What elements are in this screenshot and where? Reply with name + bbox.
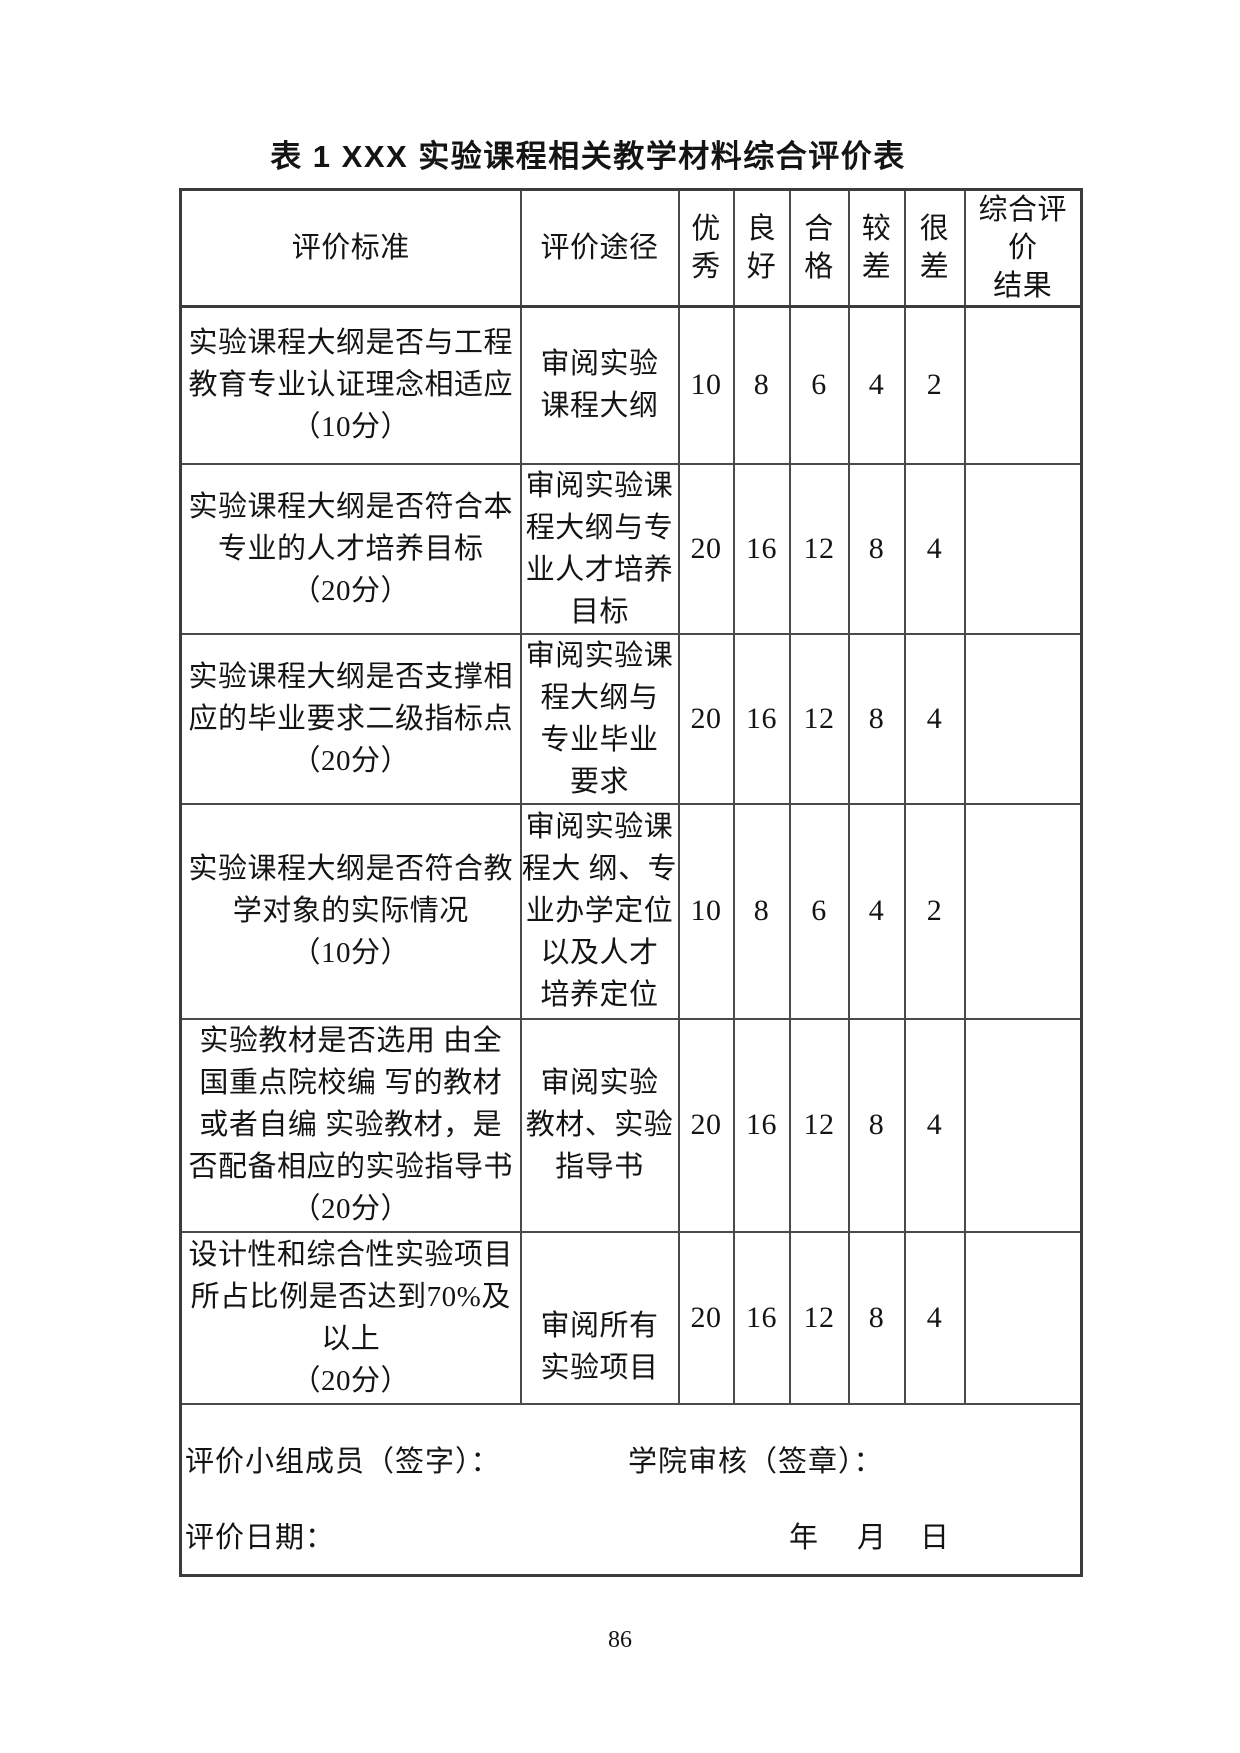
header-approach: 评价途径	[519, 188, 680, 308]
score-cell: 6	[788, 802, 850, 1020]
year-label: 年	[789, 1521, 820, 1554]
score-cell: 8	[847, 462, 906, 635]
review-label: 学院审核（签章）：	[628, 1445, 884, 1478]
score-cell: 8	[847, 1230, 906, 1405]
table-footer: 评价小组成员（签字）： 学院审核（签章）： 评价日期： 年 月 日	[179, 1402, 1083, 1577]
table-row: 实验课程大纲是否支撑相 应的毕业要求二级指标点 （20分） 审阅实验课 程大纲与…	[179, 632, 1083, 805]
score-cell: 8	[732, 305, 791, 465]
score-cell: 10	[677, 305, 735, 465]
result-cell	[963, 1017, 1083, 1233]
result-cell	[963, 305, 1083, 465]
score-cell: 20	[677, 462, 735, 635]
approach-cell: 审阅实验课 程大 纲、专 业办学定位 以及人才 培养定位	[519, 802, 680, 1020]
score-cell: 12	[788, 632, 850, 805]
score-cell: 8	[732, 802, 791, 1020]
approach-cell: 审阅实验 课程大纲	[519, 305, 680, 465]
score-cell: 4	[847, 802, 906, 1020]
page-title: 表 1 XXX 实验课程相关教学材料综合评价表	[270, 139, 906, 174]
criteria-cell: 实验课程大纲是否支撑相 应的毕业要求二级指标点 （20分）	[179, 632, 522, 805]
score-cell: 4	[903, 1230, 966, 1405]
score-cell: 4	[903, 1017, 966, 1233]
score-cell: 4	[903, 462, 966, 635]
score-cell: 8	[847, 632, 906, 805]
score-cell: 20	[677, 1017, 735, 1233]
score-cell: 2	[903, 305, 966, 465]
criteria-cell: 实验课程大纲是否符合本 专业的人才培养目标 （20分）	[179, 462, 522, 635]
score-cell: 8	[847, 1017, 906, 1233]
score-cell: 16	[732, 1017, 791, 1233]
page-number: 86	[608, 1627, 632, 1653]
criteria-cell: 设计性和综合性实验项目 所占比例是否达到70%及 以上 （20分）	[179, 1230, 522, 1405]
footer-row: 评价小组成员（签字）： 学院审核（签章）： 评价日期： 年 月 日	[179, 1402, 1083, 1577]
day-label: 日	[920, 1521, 951, 1554]
score-cell: 16	[732, 632, 791, 805]
score-cell: 12	[788, 1230, 850, 1405]
score-cell: 12	[788, 1017, 850, 1233]
result-cell	[963, 802, 1083, 1020]
header-grade-good: 良 好	[732, 188, 791, 308]
sign-label: 评价小组成员（签字）：	[185, 1445, 501, 1478]
score-cell: 16	[732, 1230, 791, 1405]
header-grade-pass: 合 格	[788, 188, 850, 308]
result-cell	[963, 462, 1083, 635]
table-row: 实验课程大纲是否符合教 学对象的实际情况 （10分） 审阅实验课 程大 纲、专 …	[179, 802, 1083, 1020]
signature-cell: 评价小组成员（签字）： 学院审核（签章）： 评价日期： 年 月 日	[179, 1402, 1083, 1577]
criteria-cell: 实验教材是否选用 由全 国重点院校编 写的教材 或者自编 实验教材，是 否配备相…	[179, 1017, 522, 1233]
header-result: 综合评价 结果	[963, 188, 1083, 308]
table-row: 实验教材是否选用 由全 国重点院校编 写的教材 或者自编 实验教材，是 否配备相…	[179, 1017, 1083, 1233]
approach-cell: 审阅实验课 程大纲与 专业毕业 要求	[519, 632, 680, 805]
score-cell: 16	[732, 462, 791, 635]
approach-cell: 审阅所有 实验项目	[519, 1230, 680, 1405]
criteria-cell: 实验课程大纲是否符合教 学对象的实际情况 （10分）	[179, 802, 522, 1020]
score-cell: 10	[677, 802, 735, 1020]
score-cell: 4	[903, 632, 966, 805]
header-criteria: 评价标准	[179, 188, 522, 308]
score-cell: 4	[847, 305, 906, 465]
table-body: 实验课程大纲是否与工程 教育专业认证理念相适应 （10分） 审阅实验 课程大纲 …	[179, 305, 1083, 1405]
header-row: 评价标准 评价途径 优 秀 良 好 合 格 较 差 很 差 综合评价 结果	[179, 188, 1083, 308]
score-cell: 20	[677, 632, 735, 805]
score-cell: 6	[788, 305, 850, 465]
header-grade-excellent: 优 秀	[677, 188, 735, 308]
table-row: 实验课程大纲是否符合本 专业的人才培养目标 （20分） 审阅实验课 程大纲与专 …	[179, 462, 1083, 635]
header-grade-poor: 较 差	[847, 188, 906, 308]
month-label: 月	[857, 1521, 888, 1554]
evaluation-table: 评价标准 评价途径 优 秀 良 好 合 格 较 差 很 差 综合评价 结果 实验…	[179, 188, 1083, 1577]
result-cell	[963, 1230, 1083, 1405]
table-row: 实验课程大纲是否与工程 教育专业认证理念相适应 （10分） 审阅实验 课程大纲 …	[179, 305, 1083, 465]
approach-cell: 审阅实验课 程大纲与专 业人才培养 目标	[519, 462, 680, 635]
table-header: 评价标准 评价途径 优 秀 良 好 合 格 较 差 很 差 综合评价 结果	[179, 188, 1083, 308]
result-cell	[963, 632, 1083, 805]
table-row: 设计性和综合性实验项目 所占比例是否达到70%及 以上 （20分） 审阅所有 实…	[179, 1230, 1083, 1405]
approach-cell: 审阅实验 教材、实验 指导书	[519, 1017, 680, 1233]
header-grade-verypoor: 很 差	[903, 188, 966, 308]
score-cell: 12	[788, 462, 850, 635]
score-cell: 2	[903, 802, 966, 1020]
criteria-cell: 实验课程大纲是否与工程 教育专业认证理念相适应 （10分）	[179, 305, 522, 465]
date-label: 评价日期：	[185, 1521, 336, 1554]
score-cell: 20	[677, 1230, 735, 1405]
